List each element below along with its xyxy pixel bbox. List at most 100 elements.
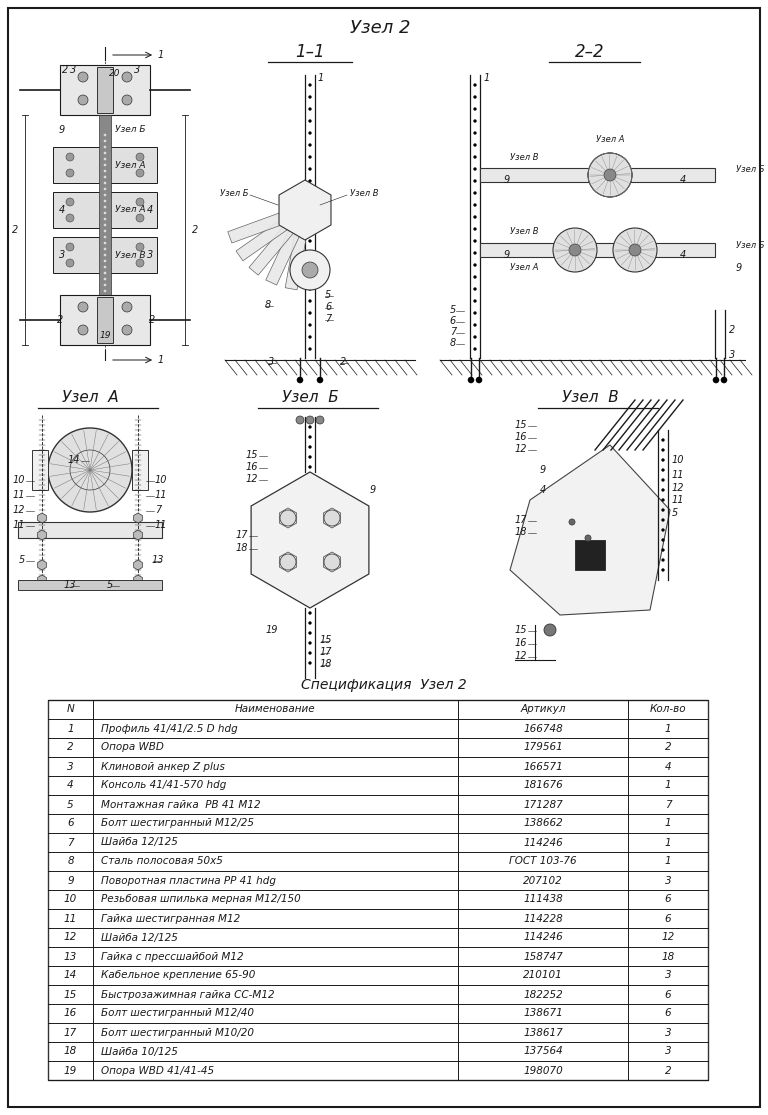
Circle shape [104,212,107,214]
Text: 7: 7 [450,327,456,337]
Polygon shape [279,180,331,240]
Polygon shape [134,513,142,523]
Text: 5: 5 [325,290,331,300]
Text: Артикул: Артикул [520,705,566,715]
Circle shape [309,446,312,448]
Text: 1: 1 [664,780,671,791]
Text: 17: 17 [236,530,248,540]
Circle shape [324,510,340,526]
Text: 7: 7 [67,837,74,847]
Circle shape [474,180,476,183]
Text: 198070: 198070 [523,1066,563,1076]
Text: 3: 3 [664,970,671,980]
Circle shape [136,153,144,161]
Circle shape [78,324,88,334]
Circle shape [661,458,664,462]
Circle shape [309,192,312,194]
Circle shape [661,488,664,492]
Circle shape [309,426,312,428]
Text: 12: 12 [515,444,527,454]
Text: 1: 1 [664,724,671,734]
Text: 181676: 181676 [523,780,563,791]
Text: 138671: 138671 [523,1008,563,1018]
Circle shape [309,96,312,98]
Text: 2: 2 [67,743,74,753]
Text: 1: 1 [158,355,164,365]
Polygon shape [134,560,142,570]
Text: 3: 3 [70,65,76,75]
Circle shape [309,311,312,314]
Text: 1: 1 [484,72,490,83]
Circle shape [48,428,132,512]
Circle shape [136,198,144,206]
Text: 9: 9 [504,175,510,185]
Text: 10: 10 [12,475,25,485]
Text: 7: 7 [155,505,161,515]
Circle shape [569,518,575,525]
Text: 2: 2 [57,316,63,324]
Text: Наименование: Наименование [235,705,316,715]
Circle shape [104,331,107,334]
Circle shape [309,119,312,123]
Text: 18: 18 [515,527,527,537]
Circle shape [309,252,312,254]
Circle shape [296,416,304,424]
Text: 179561: 179561 [523,743,563,753]
Bar [60,65,150,115]
Text: 10: 10 [64,894,77,904]
Circle shape [104,194,107,196]
Circle shape [474,96,476,98]
Bar [53,192,157,227]
Circle shape [553,227,597,272]
Polygon shape [236,220,288,261]
Text: 111438: 111438 [523,894,563,904]
Circle shape [309,661,312,665]
Circle shape [474,288,476,291]
Text: Шайба 10/125: Шайба 10/125 [101,1047,178,1057]
Text: 5: 5 [672,508,678,518]
Circle shape [309,348,312,350]
Text: 2: 2 [664,1066,671,1076]
Circle shape [104,283,107,287]
Circle shape [104,320,107,322]
Bar [53,147,157,183]
Circle shape [66,198,74,206]
Bar [575,540,605,570]
Text: 210101: 210101 [523,970,563,980]
Circle shape [604,169,616,181]
Circle shape [104,260,107,262]
Circle shape [104,265,107,269]
Circle shape [309,621,312,624]
Text: 9: 9 [504,250,510,260]
Text: 19: 19 [99,330,111,339]
Text: 3: 3 [58,250,65,260]
Text: 12: 12 [672,483,684,493]
Text: 3: 3 [67,762,74,772]
Bar [97,297,113,343]
Circle shape [66,153,74,161]
Text: Узел Б: Узел Б [736,165,764,175]
Circle shape [544,624,556,636]
Text: 8: 8 [450,338,456,348]
Circle shape [661,539,664,542]
Circle shape [136,259,144,266]
Text: 1: 1 [664,818,671,828]
Text: 2: 2 [149,316,155,324]
Circle shape [104,152,107,155]
Circle shape [66,243,74,251]
Text: Поворотная пластина РР 41 hdg: Поворотная пластина РР 41 hdg [101,875,276,885]
Circle shape [661,518,664,522]
Circle shape [104,223,107,226]
Circle shape [661,468,664,472]
Bar [60,295,150,345]
Text: 1: 1 [67,724,74,734]
Text: 16: 16 [64,1008,77,1018]
Text: Узел  Б: Узел Б [282,390,339,406]
Text: 20: 20 [109,68,121,78]
Text: 207102: 207102 [523,875,563,885]
Text: 13: 13 [64,951,77,961]
Bar [18,580,162,590]
Text: 1–1: 1–1 [295,43,325,61]
Text: 3: 3 [664,875,671,885]
Text: 6: 6 [664,913,671,923]
